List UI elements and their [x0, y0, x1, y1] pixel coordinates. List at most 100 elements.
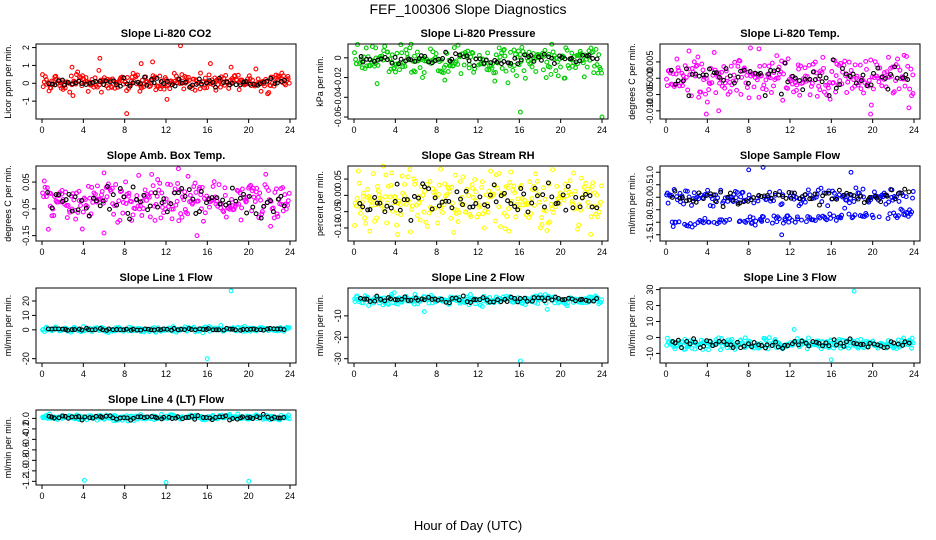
- data-point: [706, 80, 712, 86]
- data-point: [806, 335, 811, 341]
- overlay-point: [415, 297, 421, 303]
- data-point: [803, 219, 809, 225]
- data-point: [578, 175, 584, 181]
- data-point: [847, 200, 852, 206]
- overlay-point: [485, 203, 491, 209]
- data-point: [864, 212, 869, 218]
- data-point: [397, 202, 403, 208]
- data-point: [719, 69, 725, 75]
- overlay-point: [267, 198, 273, 204]
- overlay-point: [411, 194, 417, 199]
- data-point: [599, 70, 605, 76]
- overlay-point: [819, 79, 825, 85]
- overlay-point: [555, 200, 561, 206]
- overlay-point: [583, 191, 589, 197]
- data-point: [846, 59, 852, 65]
- outlier-point: [599, 114, 605, 120]
- data-point: [876, 214, 882, 220]
- outlier-point: [124, 111, 130, 117]
- data-point: [268, 223, 274, 229]
- data-point: [891, 194, 897, 199]
- overlay-point: [707, 66, 712, 72]
- data-point: [863, 58, 869, 64]
- data-point: [551, 56, 557, 62]
- y-tick-label: 0.05: [21, 173, 31, 191]
- overlay-point: [902, 186, 908, 192]
- data-point: [362, 215, 368, 221]
- data-point: [760, 214, 766, 220]
- overlay-point: [388, 205, 394, 211]
- data-point: [120, 210, 126, 216]
- data-point: [405, 174, 411, 180]
- data-point: [908, 66, 914, 72]
- overlay-point: [840, 193, 846, 199]
- overlay-point: [545, 180, 551, 186]
- x-tick-label: 20: [556, 247, 566, 257]
- overlay-point: [374, 200, 380, 206]
- data-point: [713, 90, 719, 96]
- data-point: [139, 213, 145, 218]
- data-point: [743, 80, 749, 86]
- x-tick-label: 16: [514, 125, 524, 135]
- overlay-point: [782, 342, 788, 348]
- overlay-point: [449, 205, 455, 211]
- data-point: [258, 197, 264, 203]
- x-tick-label: 4: [393, 369, 398, 379]
- data-point: [387, 194, 393, 200]
- data-point: [688, 93, 694, 99]
- overlay-point: [186, 326, 192, 332]
- overlay-point: [63, 197, 69, 203]
- data-point: [497, 54, 503, 60]
- data-point: [504, 213, 510, 219]
- overlay-point: [799, 194, 805, 200]
- data-point: [426, 210, 432, 216]
- data-point: [444, 192, 450, 198]
- overlay-point: [272, 81, 278, 87]
- x-tick-label: 4: [705, 125, 710, 135]
- overlay-point: [473, 201, 479, 206]
- x-tick-label: 4: [81, 491, 86, 501]
- data-point: [43, 194, 49, 200]
- overlay-point: [858, 342, 864, 347]
- overlay-point: [171, 326, 177, 331]
- data-point: [533, 69, 539, 74]
- data-point: [585, 186, 590, 192]
- data-point: [798, 201, 804, 207]
- overlay-point: [463, 188, 469, 194]
- data-point: [534, 178, 540, 184]
- data-point: [467, 292, 473, 297]
- overlay-point: [720, 204, 726, 210]
- data-point: [470, 185, 476, 191]
- x-tick-label: 4: [81, 247, 86, 257]
- data-point: [170, 206, 176, 212]
- data-point: [210, 184, 216, 189]
- data-point: [776, 216, 782, 222]
- overlay-point: [867, 194, 873, 200]
- data-point: [485, 50, 491, 56]
- overlay-point: [183, 415, 189, 420]
- overlay-point: [900, 75, 906, 81]
- overlay-point: [714, 70, 719, 76]
- data-point: [536, 199, 542, 205]
- data-point: [369, 203, 374, 208]
- overlay-point: [589, 204, 595, 210]
- overlay-point: [117, 83, 123, 89]
- data-point: [501, 47, 506, 53]
- overlay-point: [426, 294, 432, 300]
- overlay-point: [703, 72, 709, 78]
- data-point: [73, 216, 79, 222]
- overlay-point: [429, 206, 435, 212]
- x-tick-label: 12: [473, 125, 483, 135]
- overlay-point: [79, 417, 85, 423]
- outlier-point: [97, 55, 103, 61]
- data-point: [479, 303, 485, 309]
- overlay-point: [53, 192, 59, 198]
- data-point: [752, 222, 758, 228]
- data-point: [598, 299, 604, 305]
- overlay-point: [524, 298, 530, 304]
- data-point: [543, 208, 549, 214]
- overlay-point: [192, 416, 198, 422]
- overlay-point: [388, 296, 393, 302]
- data-point: [126, 190, 132, 196]
- data-point: [704, 99, 710, 105]
